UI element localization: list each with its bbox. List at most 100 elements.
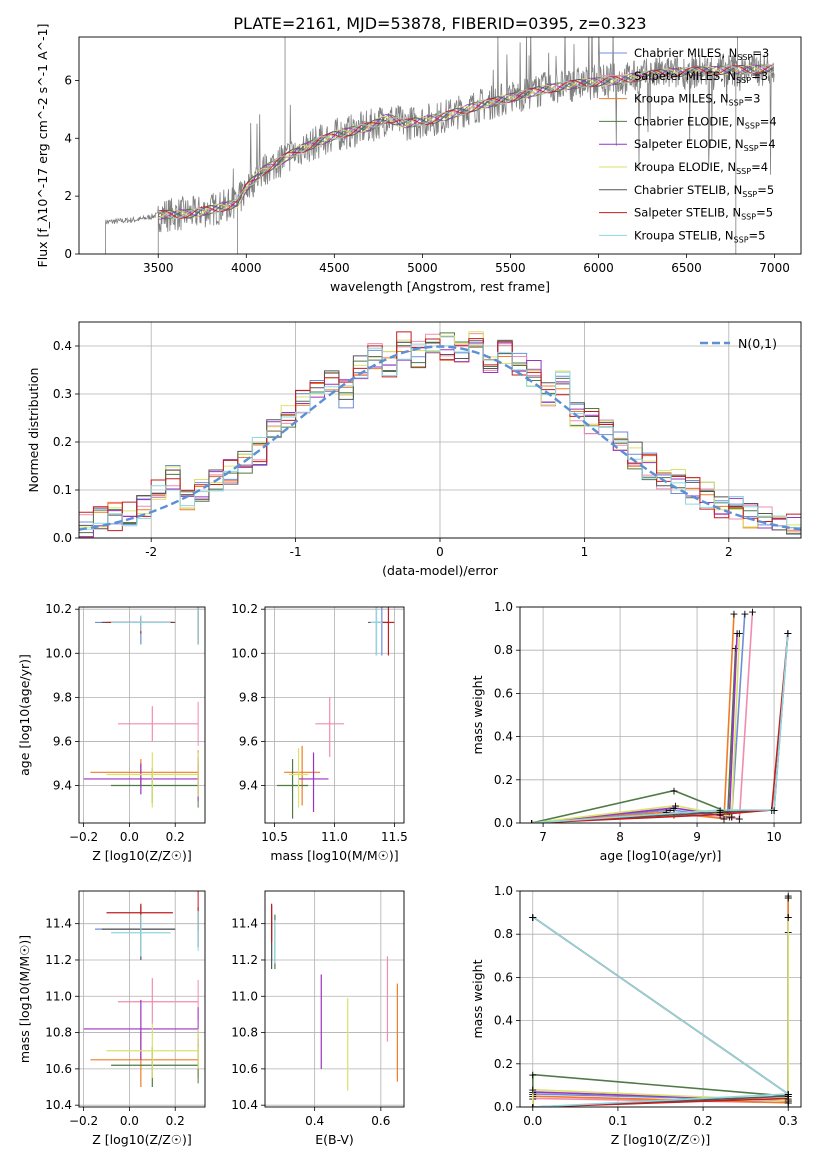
- panel-spectrum: 3500 4000 4500 5000 5500 6000 6500 7000 0 2 4 6 wave…: [35, 24, 802, 294]
- y-tick-label: 10.4: [45, 1098, 72, 1112]
- plot-area: ++++++++++++++++++++++++++++++++++++: [528, 891, 793, 1114]
- mass-weight-marker: +: [784, 1088, 793, 1101]
- legend-entry: Salpeter ELODIE, NSSP=4: [634, 137, 776, 153]
- mass-weight-marker: +: [731, 642, 740, 655]
- y-tick-label: 9.8: [239, 690, 258, 704]
- x-axis-label: Z [log10(Z/Z☉)]: [611, 1132, 711, 1147]
- y-tick-label: 11.2: [231, 953, 258, 967]
- mass-weight-line: [532, 897, 789, 1107]
- mass-weight-marker: +: [527, 817, 536, 830]
- plot-area: [104, 37, 775, 254]
- mass-weight-marker: +: [719, 813, 728, 826]
- x-axis-label: Z [log10(Z/Z☉)]: [92, 848, 192, 863]
- x-tick-label: 5500: [495, 261, 526, 275]
- spectrum-model-line: [157, 64, 774, 220]
- y-tick-label: 10.2: [45, 602, 72, 616]
- plot-area: [83, 891, 199, 1088]
- legend-entry: Kroupa STELIB, NSSP=5: [634, 228, 765, 244]
- mass-weight-marker: +: [769, 804, 778, 817]
- mass-weight-marker: +: [662, 806, 671, 819]
- axes-frame: [264, 606, 405, 824]
- y-tick-label: 9.6: [239, 734, 258, 748]
- x-tick-label: 3500: [143, 261, 174, 275]
- mass-weight-marker: +: [527, 817, 536, 830]
- mass-weight-marker: +: [527, 817, 536, 830]
- mass-weight-marker: +: [783, 627, 792, 640]
- y-tick-label: 0.8: [494, 643, 513, 657]
- mass-weight-marker: +: [784, 1092, 793, 1105]
- gaussian-curve: [79, 345, 801, 531]
- mass-weight-marker: +: [748, 605, 757, 618]
- mass-weight-marker: +: [735, 813, 744, 826]
- legend-entry: Salpeter MILES, NSSP=3: [634, 69, 768, 85]
- panel-age-vs-Z: −0.2 0.0 0.2 9.4 9.6 9.8 10.0 10.2 Z [log10(Z/Z☉…: [17, 602, 206, 863]
- legend-entry: Kroupa MILES, NSSP=3: [634, 92, 760, 108]
- legend-entry: Chabrier STELIB, NSSP=5: [634, 183, 774, 199]
- plot-area: [79, 331, 801, 538]
- x-tick-label: 10: [766, 830, 781, 844]
- panel-residual-histogram: -2 -1 0 1 2 0.0 0.1 0.2 0.3 0.4 (data-model)/error…: [26, 321, 802, 578]
- y-axis-label: Flux [f_λ10^-17 erg cm^-2 s^-1 A^-1]: [35, 24, 50, 268]
- x-tick-label: 5000: [407, 261, 438, 275]
- mass-weight-marker: +: [528, 1084, 537, 1097]
- mass-weight-line: [531, 647, 737, 823]
- x-tick-label: −0.2: [69, 830, 98, 844]
- x-tick-label: 1: [581, 545, 589, 559]
- mass-weight-line: [532, 895, 789, 1107]
- y-tick-label: 0.3: [53, 387, 72, 401]
- mass-weight-marker: +: [740, 607, 749, 620]
- histogram-series: [79, 331, 801, 538]
- y-tick-label: 4: [64, 131, 72, 145]
- mass-weight-marker: +: [666, 804, 675, 817]
- x-tick-label: −0.2: [69, 1114, 98, 1128]
- spectrum-model-line: [157, 64, 774, 219]
- y-tick-label: 9.4: [53, 779, 72, 793]
- x-axis-label: mass [log10(M/M☉)]: [270, 848, 398, 863]
- x-axis-label: (data-model)/error: [382, 563, 499, 578]
- spectrum-model-line: [157, 64, 774, 220]
- mass-weight-marker: +: [528, 1101, 537, 1114]
- y-tick-label: 0.1: [53, 483, 72, 497]
- y-tick-label: 11.0: [45, 989, 72, 1003]
- legend-entry: Kroupa ELODIE, NSSP=4: [634, 160, 768, 176]
- mass-weight-marker: +: [669, 785, 678, 798]
- axes-frame: [78, 321, 802, 539]
- legend-entry: Chabrier MILES, NSSP=3: [634, 46, 769, 62]
- mass-weight-marker: +: [729, 607, 738, 620]
- mass-weight-line: [531, 613, 746, 823]
- x-tick-label: 0.0: [120, 830, 139, 844]
- y-tick-label: 1.0: [494, 884, 513, 898]
- mass-weight-line: [532, 932, 789, 1107]
- mass-weight-marker: +: [528, 1101, 537, 1114]
- mass-weight-marker: +: [716, 806, 725, 819]
- y-axis-label: mass [log10(M/M☉)]: [17, 935, 32, 1063]
- x-tick-label: 0.2: [694, 1114, 713, 1128]
- spectrum-data-line: [104, 37, 775, 254]
- y-tick-label: 11.0: [231, 989, 258, 1003]
- histogram-series: [79, 343, 801, 538]
- x-tick-label: 0: [436, 545, 444, 559]
- x-tick-label: 0.2: [166, 830, 185, 844]
- mass-weight-marker: +: [528, 1101, 537, 1114]
- x-tick-label: 9: [693, 830, 701, 844]
- y-axis-label: Normed distribution: [26, 368, 41, 493]
- y-tick-label: 10.8: [231, 1026, 258, 1040]
- mass-weight-marker: +: [527, 817, 536, 830]
- mass-weight-line: [531, 632, 741, 823]
- axes-frame: [78, 890, 206, 1108]
- y-tick-label: 0.6: [494, 970, 513, 984]
- x-tick-label: 11.0: [321, 830, 348, 844]
- x-tick-label: 2: [725, 545, 733, 559]
- plot-area: ++++++++++++++++++++++++++++++++++++: [527, 605, 793, 830]
- x-tick-label: 0.2: [166, 1114, 185, 1128]
- y-tick-label: 0.2: [494, 1057, 513, 1071]
- axes-frame: [78, 606, 206, 824]
- panel-massweight-vs-Z: ++ ++++ ++++ ++++++++++++++++++++++++++0.0 0…: [470, 884, 802, 1147]
- y-tick-label: 0.2: [494, 773, 513, 787]
- x-axis-label: age [log10(age/yr)]: [600, 848, 722, 863]
- axes-frame: [519, 890, 802, 1108]
- x-tick-label: -1: [290, 545, 302, 559]
- axes-frame: [264, 890, 405, 1108]
- mass-weight-line: [531, 611, 754, 823]
- y-tick-label: 9.6: [53, 734, 72, 748]
